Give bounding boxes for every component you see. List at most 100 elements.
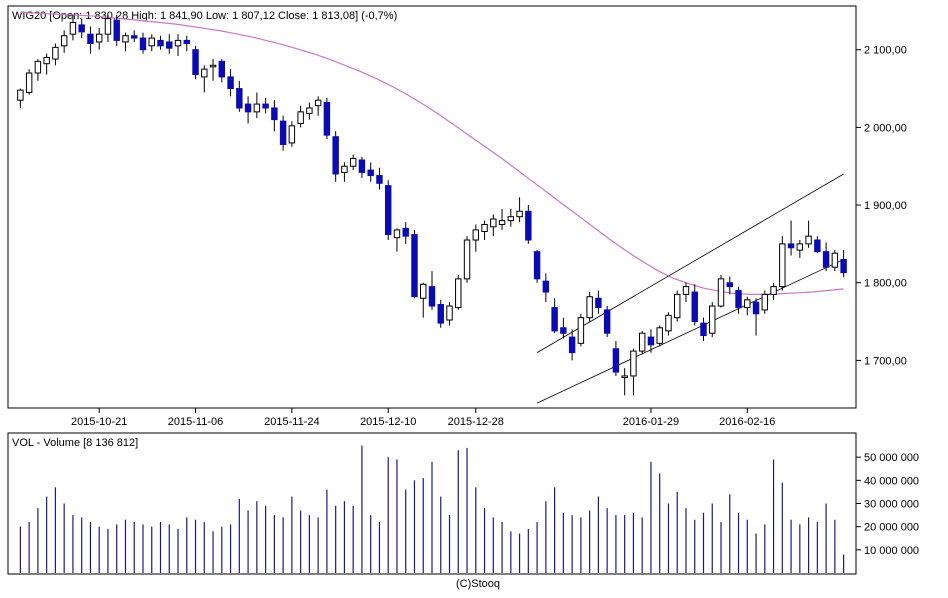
candle-body	[647, 336, 655, 346]
price-x-tick-label: 2015-10-21	[71, 416, 127, 428]
candle	[148, 34, 155, 52]
candle	[682, 282, 690, 303]
candle-body	[34, 60, 42, 74]
candle	[822, 242, 830, 272]
candle-body	[262, 103, 269, 109]
candle-body	[717, 278, 725, 307]
candle	[805, 220, 812, 248]
candle-body	[113, 19, 120, 41]
candle-body	[779, 243, 786, 288]
candle	[139, 32, 147, 54]
candle-body	[595, 297, 602, 309]
candle	[455, 274, 462, 310]
price-x-tick-label: 2015-12-10	[360, 416, 416, 428]
volume-bars-layer	[19, 445, 845, 573]
candle-body	[603, 309, 611, 334]
candle-body	[551, 307, 558, 332]
candle	[490, 214, 497, 237]
candle-body	[542, 280, 550, 293]
candle	[691, 284, 698, 326]
candle-body	[638, 332, 646, 352]
candle	[52, 43, 59, 66]
price-panel-frame	[7, 5, 857, 409]
candle	[700, 317, 707, 341]
candle-body	[490, 218, 497, 228]
candle	[376, 167, 383, 190]
candle	[630, 348, 637, 396]
candle	[95, 27, 103, 50]
candle	[34, 59, 42, 81]
candle	[104, 14, 112, 42]
candle	[656, 325, 663, 347]
footer-credit: (C)Stooq	[456, 578, 500, 590]
candle-body	[402, 227, 409, 237]
candle	[279, 115, 287, 151]
candle-body	[122, 35, 129, 43]
candle-body	[805, 235, 812, 245]
candle	[525, 205, 532, 244]
candle-body	[288, 125, 296, 144]
candle-body	[665, 314, 672, 332]
candle-body	[341, 165, 348, 173]
candle-body	[525, 210, 532, 241]
candle	[814, 236, 821, 254]
candles-layer	[17, 14, 847, 396]
volume-y-axis: 50 000 000 40 000 000 30 000 000 20 000 000…	[856, 452, 919, 557]
candle	[25, 69, 33, 95]
candle-body	[218, 60, 226, 78]
candle-body	[568, 336, 576, 354]
candle-body	[682, 286, 690, 295]
candle-body	[796, 243, 804, 251]
candle-body	[428, 286, 436, 307]
candle	[586, 292, 593, 322]
price-x-tick-label: 2015-11-06	[168, 416, 223, 428]
candle-body	[472, 229, 480, 241]
candle	[349, 154, 357, 171]
price-x-tick-label: 2015-11-24	[264, 416, 319, 428]
candle-body	[814, 239, 821, 253]
candle-body	[709, 305, 716, 334]
candle	[166, 34, 173, 54]
trend-channel-line	[536, 173, 844, 353]
volume-y-tick-label: 20 000 000	[864, 522, 919, 534]
candle	[384, 180, 392, 241]
candle-body	[78, 24, 85, 33]
candle	[78, 18, 85, 39]
candle-body	[367, 169, 374, 177]
candle-body	[761, 293, 769, 311]
volume-panel-header: VOL - Volume [8 136 812]	[12, 437, 138, 449]
candle-body	[376, 175, 383, 184]
candle-body	[201, 68, 208, 78]
candle	[113, 14, 120, 46]
volume-y-tick-label: 10 000 000	[864, 545, 919, 557]
candle-body	[297, 111, 304, 125]
price-x-axis: 2015-10-21 2015-11-06 2015-11-24 2015-12-10…	[71, 408, 775, 428]
candle-body	[770, 286, 777, 295]
price-y-axis: 2 100,00 2 000,00 1 900,00 1 800,00 1 700,00	[856, 45, 907, 367]
candle	[612, 340, 620, 376]
candle	[674, 290, 681, 322]
candle	[393, 228, 401, 252]
candle	[218, 59, 226, 83]
candle	[332, 131, 339, 182]
candle	[262, 97, 269, 114]
trend-channel-line	[536, 259, 844, 404]
candle	[595, 290, 602, 314]
candle-body	[95, 33, 103, 43]
candle-body	[192, 49, 199, 76]
candle-body	[131, 35, 138, 39]
candle	[253, 92, 261, 119]
price-x-tick-label: 2016-02-16	[719, 416, 775, 428]
candle-body	[157, 39, 164, 47]
candle	[463, 236, 471, 283]
candle	[787, 220, 795, 256]
candle	[131, 30, 138, 42]
volume-y-tick-label: 40 000 000	[864, 475, 919, 487]
moving-average-layer	[20, 11, 844, 295]
candle	[647, 329, 655, 353]
candle-body	[455, 278, 462, 309]
candle-body	[314, 99, 322, 107]
candle-body	[656, 327, 663, 344]
candle	[227, 69, 234, 97]
candle-body	[621, 375, 628, 378]
